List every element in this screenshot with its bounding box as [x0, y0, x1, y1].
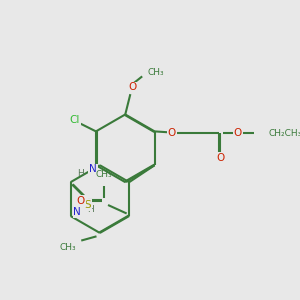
Text: CH₂CH₃: CH₂CH₃	[269, 129, 300, 138]
Text: O: O	[233, 128, 242, 138]
Text: O: O	[77, 196, 85, 206]
Text: CH₃: CH₃	[95, 170, 112, 179]
Text: H: H	[87, 205, 93, 214]
Text: CH₃: CH₃	[59, 243, 76, 252]
Text: O: O	[167, 128, 175, 138]
Text: N: N	[74, 207, 81, 217]
Text: O: O	[128, 82, 136, 92]
Text: O: O	[217, 154, 225, 164]
Text: CH₃: CH₃	[147, 68, 164, 76]
Text: H: H	[77, 169, 84, 178]
Text: N: N	[89, 164, 97, 175]
Text: S: S	[84, 200, 91, 210]
Text: Cl: Cl	[70, 115, 80, 124]
